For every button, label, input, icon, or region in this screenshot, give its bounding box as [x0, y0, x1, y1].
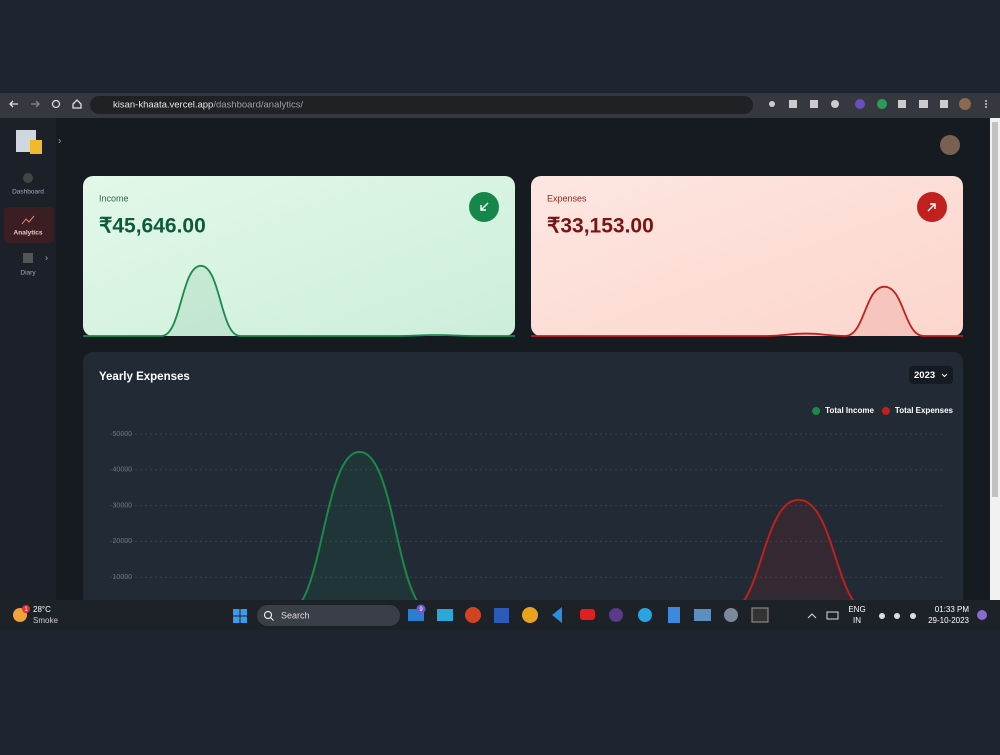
weather-badge: 1	[24, 607, 28, 613]
y-tick-label: 10000	[113, 574, 133, 581]
legend-label: Total Expenses	[895, 406, 954, 415]
card-label: Expenses	[547, 193, 587, 203]
start-button[interactable]	[233, 609, 247, 623]
clock-date: 29-10-2023	[928, 616, 969, 625]
svg-text:›: ›	[58, 136, 61, 147]
y-tick-label: 50000	[113, 431, 133, 438]
weather-temp: 28°C	[33, 605, 51, 614]
series-area	[302, 451, 417, 600]
url-path: /dashboard/analytics/	[213, 100, 303, 111]
spark-area	[83, 265, 515, 336]
region: IN	[853, 616, 861, 625]
year: 2023	[914, 370, 935, 381]
svg-text:›: ›	[45, 252, 48, 262]
extension-icons[interactable]	[769, 98, 987, 110]
y-tick-label: 40000	[113, 467, 133, 474]
card-amount: ₹45,646.00	[99, 215, 206, 238]
sparkline	[83, 264, 515, 337]
app-icons[interactable]	[408, 607, 769, 623]
spark-area	[531, 286, 963, 336]
y-tick-label: 30000	[113, 502, 133, 509]
series-area	[744, 499, 853, 600]
address-bar[interactable]	[90, 96, 753, 114]
year-select[interactable]	[909, 366, 953, 384]
nav-analytics[interactable]: Analytics	[14, 230, 43, 237]
card-amount: ₹33,153.00	[547, 215, 654, 238]
legend-swatch	[812, 407, 821, 415]
legend-label: Total Income	[825, 406, 874, 415]
nav-diary[interactable]: Diary	[20, 270, 36, 277]
weather-desc: Smoke	[33, 616, 58, 625]
lang: ENG	[848, 605, 865, 614]
search-label: Search	[281, 610, 310, 620]
chart-card	[83, 352, 963, 600]
series-line	[743, 498, 855, 600]
y-tick-label: 20000	[113, 538, 133, 545]
nav-dashboard[interactable]: Dashboard	[12, 189, 44, 196]
avatar[interactable]	[940, 135, 960, 155]
legend-swatch	[881, 407, 890, 415]
sidebar	[0, 118, 56, 600]
nav-buttons[interactable]	[9, 99, 82, 109]
expenses-card	[531, 176, 963, 336]
income-card	[83, 176, 515, 336]
card-label: Income	[99, 193, 129, 203]
sparkline	[531, 285, 963, 337]
clock-time: 01:33 PM	[935, 605, 970, 614]
chart-title: Yearly Expenses	[99, 371, 190, 383]
search-box[interactable]	[257, 605, 400, 626]
url-host: kisan-khaata.vercel.app	[113, 100, 213, 111]
mail-badge: 9	[419, 607, 423, 613]
